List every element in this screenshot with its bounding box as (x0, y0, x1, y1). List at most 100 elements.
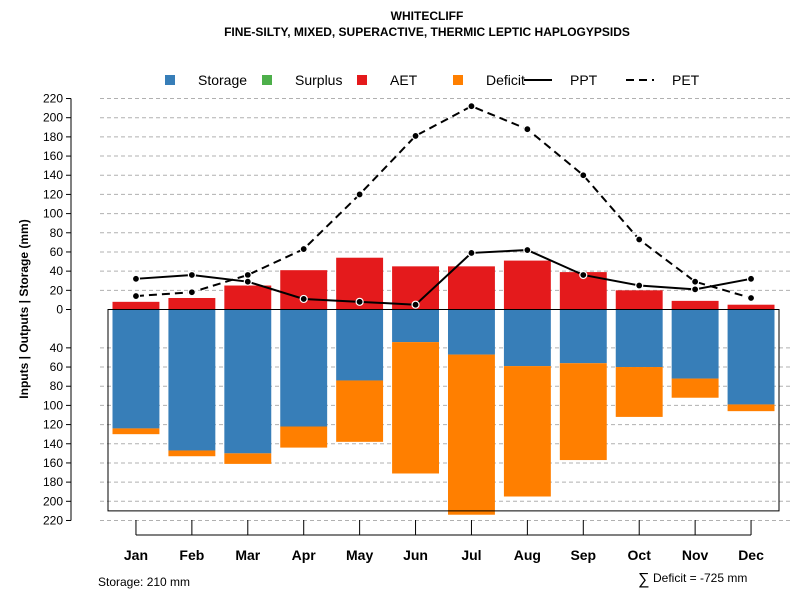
pet-point (579, 171, 588, 180)
y-tick-label: 80 (50, 226, 64, 240)
x-tick-label-jan: Jan (124, 547, 148, 563)
pet-point (635, 235, 644, 244)
y-tick-label: 80 (50, 379, 64, 393)
chart-subtitle: FINE-SILTY, MIXED, SUPERACTIVE, THERMIC … (224, 25, 630, 39)
pet-point (467, 102, 476, 111)
bar-deficit-jun (392, 342, 439, 474)
y-tick-label: 200 (43, 111, 63, 125)
bar-deficit-apr (280, 426, 328, 448)
bar-storage-nov (671, 309, 719, 379)
pet-point (355, 190, 364, 199)
ppt-point (467, 248, 476, 258)
y-tick-label: 180 (43, 475, 63, 489)
legend-label-ppt: PPT (570, 72, 598, 88)
legend-label-storage: Storage (198, 72, 247, 88)
x-tick-label-oct: Oct (628, 547, 652, 563)
pet-point (691, 277, 700, 286)
bar-storage-feb (168, 309, 216, 451)
deficit-sum-symbol: ∑ (638, 571, 649, 588)
y-tick-label: 140 (43, 168, 63, 182)
bar-deficit-oct (615, 367, 663, 417)
y-tick-label: 40 (50, 264, 64, 278)
bar-storage-apr (280, 309, 328, 427)
ppt-point (579, 270, 588, 280)
bar-aet-feb (168, 297, 216, 310)
x-tick-label-jun: Jun (403, 547, 428, 563)
y-tick-label: 20 (50, 283, 64, 297)
y-tick-label: 140 (43, 437, 63, 451)
pet-point (411, 131, 420, 141)
bar-aet-oct (615, 290, 663, 310)
bar-aet-mar (224, 285, 272, 310)
deficit-sum-note: Deficit = -725 mm (653, 571, 747, 585)
pet-point (523, 125, 532, 134)
x-tick-label-nov: Nov (682, 547, 709, 563)
y-tick-label: 220 (43, 513, 63, 527)
ppt-point (187, 270, 196, 280)
bar-aet-nov (671, 300, 719, 310)
bar-deficit-jan (112, 428, 160, 435)
legend-label-surplus: Surplus (295, 72, 342, 88)
pet-point (187, 288, 196, 297)
bar-deficit-may (336, 380, 384, 442)
bar-deficit-feb (168, 450, 216, 457)
y-tick-label: 100 (43, 207, 63, 221)
x-tick-label-aug: Aug (514, 547, 541, 563)
y-tick-label: 200 (43, 494, 63, 508)
ppt-point (635, 281, 644, 290)
x-tick-label-sep: Sep (570, 547, 596, 563)
bar-storage-oct (615, 309, 663, 368)
bar-storage-dec (727, 309, 775, 405)
series-lines (131, 102, 756, 309)
y-tick-label: 60 (50, 360, 64, 374)
bar-storage-jul (448, 309, 495, 355)
pet-line (135, 105, 752, 299)
pet-point (299, 244, 308, 254)
y-tick-label: 160 (43, 149, 63, 163)
pet-point (746, 293, 756, 303)
x-tick-label-mar: Mar (235, 547, 260, 563)
bar-deficit-mar (224, 453, 272, 464)
y-tick-label: 40 (50, 341, 64, 355)
ppt-point (355, 297, 364, 306)
ppt-point (243, 277, 252, 286)
bar-deficit-jul (448, 354, 495, 515)
y-axis-label: Inputs | Outputs | Storage (mm) (17, 219, 31, 398)
y-tick-label: 60 (50, 245, 64, 259)
y-tick-label: 120 (43, 418, 63, 432)
bar-storage-aug (503, 309, 551, 367)
y-tick-label: 0 (56, 303, 63, 317)
bar-storage-jan (112, 309, 160, 429)
legend-swatch-surplus (262, 75, 272, 85)
y-axis: 2202001801601401201008060402004060801001… (43, 92, 72, 527)
x-tick-label-jul: Jul (461, 547, 481, 563)
bar-aet-dec (727, 304, 775, 310)
legend-label-aet: AET (390, 72, 418, 88)
bar-aet-aug (503, 260, 551, 310)
bar-aet-apr (280, 270, 328, 310)
x-tick-label-apr: Apr (292, 547, 317, 563)
y-tick-label: 220 (43, 92, 63, 106)
ppt-point (411, 300, 420, 309)
bar-deficit-aug (503, 366, 551, 497)
bar-storage-sep (559, 309, 607, 364)
ppt-point (523, 245, 532, 255)
frame (107, 309, 780, 512)
bar-deficit-nov (671, 378, 719, 398)
y-tick-label: 160 (43, 456, 63, 470)
y-tick-label: 100 (43, 398, 63, 412)
y-tick-label: 180 (43, 130, 63, 144)
ppt-point (691, 285, 700, 294)
chart-title: WHITECLIFF (391, 9, 464, 23)
legend-label-pet: PET (672, 72, 700, 88)
bar-aet-jul (448, 266, 495, 310)
ppt-line (135, 249, 752, 306)
ppt-point (746, 274, 756, 283)
storage-note: Storage: 210 mm (98, 575, 190, 589)
bar-storage-jun (392, 309, 439, 343)
legend-label-deficit: Deficit (486, 72, 525, 88)
x-tick-label-feb: Feb (179, 547, 204, 563)
pet-point (131, 291, 141, 301)
bar-deficit-sep (559, 363, 607, 461)
